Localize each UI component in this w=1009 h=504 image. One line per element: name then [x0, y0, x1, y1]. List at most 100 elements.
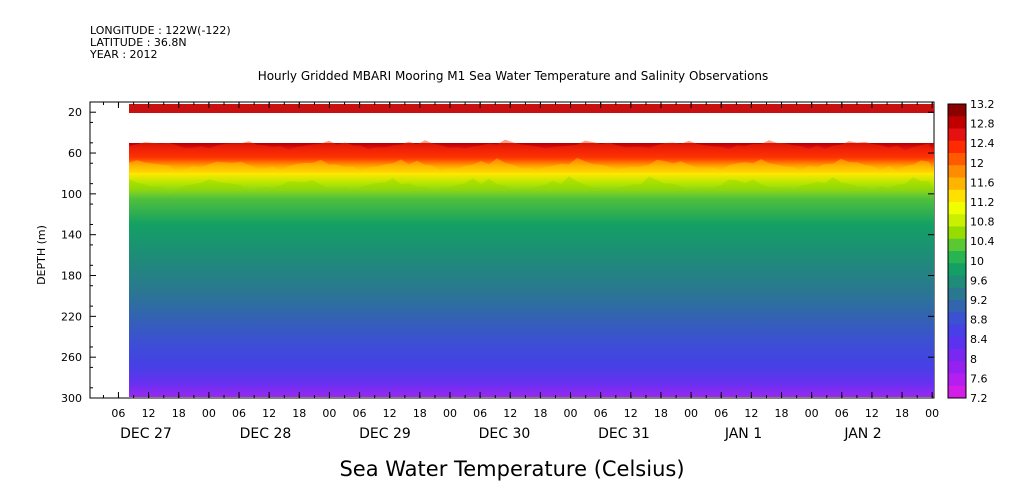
- longitude-label: LONGITUDE : 122W(-122): [90, 24, 231, 37]
- x-date-label: DEC 27: [120, 426, 172, 442]
- y-tick-label: 60: [68, 147, 82, 160]
- x-hour-label: 18: [413, 407, 427, 420]
- colorbar-label: 12: [970, 157, 984, 170]
- colorbar-swatch: [948, 385, 966, 399]
- y-tick-label: 300: [61, 392, 82, 405]
- x-hour-label: 00: [805, 407, 819, 420]
- colorbar-label: 13.2: [970, 98, 995, 111]
- x-axis-label: Sea Water Temperature (Celsius): [339, 457, 684, 481]
- x-hour-label: 12: [262, 407, 276, 420]
- x-hour-label: 18: [172, 407, 186, 420]
- x-hour-label: 12: [744, 407, 758, 420]
- colorbar-label: 9.6: [970, 274, 988, 287]
- colorbar-swatch: [948, 312, 966, 325]
- x-hour-label: 00: [443, 407, 457, 420]
- colorbar-swatch: [948, 177, 966, 191]
- colorbar-swatch: [948, 349, 966, 362]
- colorbar-swatch: [948, 140, 966, 154]
- colorbar-label: 8.8: [970, 314, 988, 327]
- colorbar-label: 11.2: [970, 196, 995, 209]
- x-hour-label: 06: [594, 407, 608, 420]
- y-tick-label: 180: [61, 270, 82, 283]
- colorbar-label: 12.4: [970, 137, 995, 150]
- colorbar-swatch: [948, 165, 966, 178]
- thermocline-layer: [129, 176, 934, 194]
- x-date-label: DEC 29: [359, 426, 411, 442]
- x-hour-label: 12: [383, 407, 397, 420]
- colorbar: 13.2 12.8 12.4 12 11.6 11.2 10.8 10.4 10 9.6 9.2 8.…: [947, 98, 995, 405]
- colorbar-label: 10.8: [970, 216, 995, 229]
- thermocline-layer: [129, 157, 934, 173]
- year-label: YEAR : 2012: [90, 48, 158, 61]
- colorbar-swatch: [948, 275, 966, 289]
- x-hour-label: 06: [835, 407, 849, 420]
- x-hour-label: 06: [353, 407, 367, 420]
- colorbar-swatch: [948, 300, 966, 313]
- colorbar-swatch: [948, 202, 966, 215]
- colorbar-label: 12.8: [970, 118, 995, 131]
- colorbar-swatch: [948, 263, 966, 276]
- y-tick-label: 100: [61, 188, 82, 201]
- colorbar-frame: [947, 103, 967, 399]
- colorbar-swatch: [948, 214, 966, 227]
- x-hour-label: 00: [564, 407, 578, 420]
- x-date-label: JAN 1: [724, 426, 762, 442]
- colorbar-swatch: [948, 336, 966, 350]
- colorbar-swatch: [948, 226, 966, 240]
- colorbar-label: 8: [970, 353, 977, 366]
- x-hour-label: 12: [142, 407, 156, 420]
- x-date-label: DEC 31: [598, 426, 650, 442]
- y-tick-label: 260: [61, 351, 82, 364]
- temperature-field: [129, 143, 934, 397]
- x-date-label: DEC 28: [240, 426, 292, 442]
- colorbar-label: 10.4: [970, 235, 995, 248]
- x-date-label: JAN 2: [843, 426, 881, 442]
- colorbar-label: 10: [970, 255, 984, 268]
- x-hour-label: 18: [292, 407, 306, 420]
- x-hour-label: 18: [895, 407, 909, 420]
- x-hour-label: 06: [232, 407, 246, 420]
- x-axis: 06 12 18 00 06 12 18 00 06 12 18 00 06 12 18 00 06 12 18 00…: [102, 102, 939, 442]
- thermocline-layer: [129, 139, 934, 157]
- y-axis: 20 60 100 140 180 220 260 300: [61, 101, 934, 405]
- colorbar-swatch: [948, 104, 966, 117]
- x-hour-label: 18: [774, 407, 788, 420]
- colorbar-label: 7.2: [970, 392, 988, 405]
- y-tick-label: 220: [61, 310, 82, 323]
- colorbar-swatch: [948, 128, 966, 142]
- x-hour-label: 18: [533, 407, 547, 420]
- x-hour-label: 12: [624, 407, 638, 420]
- colorbar-swatch: [948, 373, 966, 387]
- colorbar-swatch: [948, 324, 966, 338]
- x-hour-label: 00: [202, 407, 216, 420]
- colorbar-label: 9.2: [970, 294, 988, 307]
- thermocline-waves: [129, 139, 934, 194]
- x-hour-label: 06: [111, 407, 125, 420]
- x-hour-label: 06: [473, 407, 487, 420]
- colorbar-label: 11.6: [970, 176, 995, 189]
- colorbar-label: 7.6: [970, 372, 988, 385]
- x-hour-label: 00: [322, 407, 336, 420]
- colorbar-swatch: [948, 189, 966, 203]
- x-date-label: DEC 30: [479, 426, 531, 442]
- colorbar-swatch: [948, 238, 966, 252]
- colorbar-swatch: [948, 287, 966, 301]
- upper-band: [129, 104, 934, 113]
- colorbar-swatch: [948, 251, 966, 264]
- latitude-label: LATITUDE : 36.8N: [90, 36, 187, 49]
- colorbar-swatch: [948, 116, 966, 129]
- colorbar-label: 8.4: [970, 333, 988, 346]
- y-tick-label: 20: [68, 106, 82, 119]
- x-hour-label: 00: [684, 407, 698, 420]
- colorbar-swatch: [948, 153, 966, 166]
- y-axis-label: DEPTH (m): [35, 225, 48, 285]
- x-hour-label: 06: [714, 407, 728, 420]
- chart-title: Hourly Gridded MBARI Mooring M1 Sea Wate…: [258, 69, 769, 83]
- x-hour-label: 12: [865, 407, 879, 420]
- y-tick-label: 140: [61, 229, 82, 242]
- colorbar-swatch: [948, 361, 966, 374]
- x-hour-label: 18: [654, 407, 668, 420]
- x-hour-label: 12: [503, 407, 517, 420]
- x-hour-label: 00: [925, 407, 939, 420]
